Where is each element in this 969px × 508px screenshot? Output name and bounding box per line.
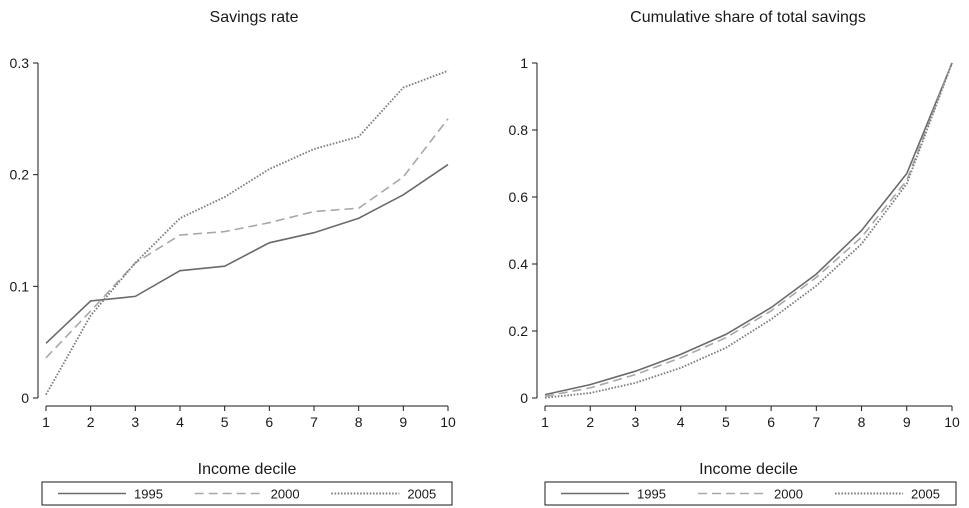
series-line-1995: [544, 62, 953, 396]
x-tick-label: 1: [42, 414, 50, 430]
legend-label: 1995: [134, 487, 163, 502]
x-tick-label: 10: [440, 414, 456, 430]
chart-panel-2: Cumulative share of total savings 0 0.2 0.4…: [509, 9, 960, 506]
x-tick-label: 7: [310, 414, 318, 430]
series-line-2005: [544, 62, 953, 399]
x-axis-label: Income decile: [198, 461, 297, 478]
series-line-2000: [544, 62, 953, 398]
chart-panel-1: Savings rate 0 0.1 0.2 0.3 1 2 3 4 5 6 7 8 9 10 Income …: [10, 9, 456, 506]
y-tick-label: 0: [520, 390, 528, 406]
y-tick-label: 0.2: [509, 323, 529, 339]
legend-box: [41, 481, 453, 506]
x-tick-label: 5: [221, 414, 229, 430]
series-line-1995: [45, 163, 449, 344]
legend-label: 2000: [271, 487, 300, 502]
x-axis-label: Income decile: [699, 461, 798, 478]
x-tick-label: 2: [87, 414, 95, 430]
x-tick-label: 3: [131, 414, 139, 430]
legend: 1995 2000 2005: [41, 481, 453, 506]
series-line-2005: [45, 69, 449, 396]
y-tick-label: 0.2: [10, 167, 30, 183]
x-tick-label: 8: [355, 414, 363, 430]
x-tick-label: 10: [944, 414, 960, 430]
y-tick-label: 0: [21, 390, 29, 406]
y-tick-label: 0.3: [10, 55, 30, 71]
x-tick-label: 1: [541, 414, 549, 430]
x-tick-label: 5: [722, 414, 730, 430]
legend-label: 2005: [407, 487, 436, 502]
legend-label: 2005: [911, 487, 940, 502]
chart-title: Savings rate: [210, 9, 299, 26]
x-tick-label: 6: [265, 414, 273, 430]
chart-title: Cumulative share of total savings: [630, 9, 866, 26]
x-tick-label: 4: [677, 414, 685, 430]
x-tick-label: 2: [586, 414, 594, 430]
y-tick-label: 0.4: [509, 256, 529, 272]
x-tick-label: 9: [399, 414, 407, 430]
legend-label: 2000: [774, 487, 803, 502]
x-tick-label: 3: [632, 414, 640, 430]
x-tick-label: 9: [903, 414, 911, 430]
legend-label: 1995: [637, 487, 666, 502]
x-tick-label: 6: [767, 414, 775, 430]
y-tick-label: 0.6: [509, 189, 529, 205]
x-tick-label: 4: [176, 414, 184, 430]
y-tick-label: 1: [520, 55, 528, 71]
legend: 1995 2000 2005: [544, 481, 957, 506]
legend-box: [544, 481, 957, 506]
series-line-2000: [45, 118, 449, 359]
y-tick-label: 0.8: [509, 122, 529, 138]
x-tick-label: 8: [858, 414, 866, 430]
y-tick-label: 0.1: [10, 278, 30, 294]
x-tick-label: 7: [812, 414, 820, 430]
